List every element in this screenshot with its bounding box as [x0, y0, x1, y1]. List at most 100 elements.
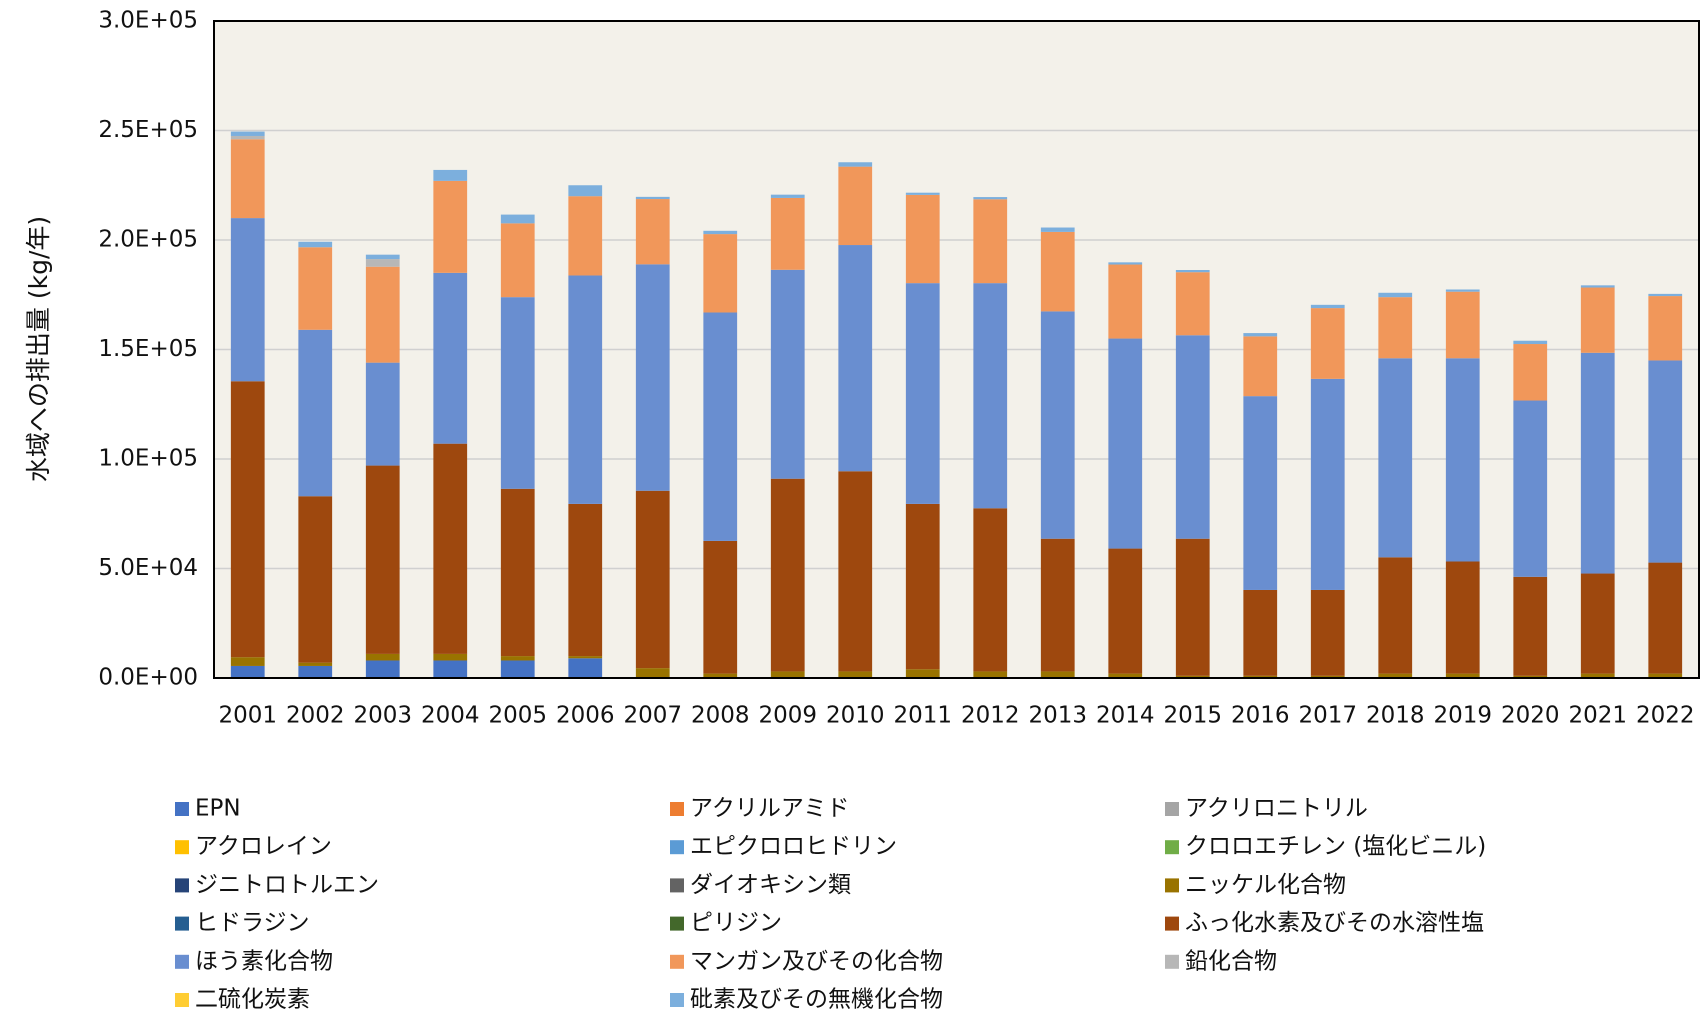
- bar-segment: [1580, 285, 1615, 288]
- bar-segment: [568, 656, 603, 659]
- bar-segment: [1040, 538, 1075, 672]
- bar-segment: [433, 180, 468, 273]
- bar-segment: [905, 283, 940, 504]
- x-tick-label: 2005: [488, 703, 547, 729]
- bar-segment: [635, 490, 670, 669]
- legend-label: ダイオキシン類: [690, 872, 851, 898]
- legend-label: クロロエチレン (塩化ビニル): [1185, 834, 1486, 860]
- bar-segment: [568, 275, 603, 504]
- y-tick-label: 0.0E+00: [98, 665, 198, 691]
- bar-segment: [298, 247, 333, 330]
- legend-swatch: [1165, 802, 1179, 816]
- bar-segment: [635, 196, 670, 200]
- bar-segment: [1310, 675, 1345, 678]
- bar-segment: [1108, 548, 1143, 674]
- bar-segment: [500, 214, 535, 224]
- bar-segment: [905, 503, 940, 670]
- x-tick-label: 2002: [286, 703, 345, 729]
- bar-segment: [568, 658, 603, 678]
- legend-label: ピリジン: [690, 910, 782, 936]
- bar-segment: [230, 218, 265, 382]
- x-tick-label: 2014: [1096, 703, 1155, 729]
- bar-segment: [838, 471, 873, 672]
- y-tick-label: 2.0E+05: [98, 227, 198, 253]
- bar-segment: [838, 671, 873, 678]
- bar-segment: [770, 478, 805, 672]
- bar-segment: [568, 185, 603, 197]
- x-tick-label: 2015: [1163, 703, 1222, 729]
- bar-segment: [1580, 287, 1615, 353]
- bar-segment: [1445, 561, 1480, 674]
- x-tick-label: 2022: [1636, 703, 1695, 729]
- bar-segment: [1648, 293, 1683, 297]
- bar-segment: [838, 166, 873, 246]
- bar-segment: [703, 230, 738, 235]
- bar-segment: [905, 192, 940, 195]
- legend-label: エピクロロヒドリン: [690, 834, 897, 860]
- bar-segment: [1648, 562, 1683, 674]
- bar-segment: [1513, 340, 1548, 345]
- bar-segment: [1378, 358, 1413, 558]
- bar-segment: [1580, 352, 1615, 574]
- legend-swatch: [175, 840, 189, 855]
- bar-segment: [703, 540, 738, 674]
- bar-segment: [1513, 344, 1548, 401]
- legend-label: ジニトロトルエン: [195, 872, 379, 898]
- bar-segment: [1310, 378, 1345, 590]
- legend-swatch: [670, 878, 684, 893]
- bar-segment: [1108, 264, 1143, 339]
- bar-segment: [973, 197, 1008, 200]
- bar-segment: [1445, 358, 1480, 562]
- bar-segment: [433, 272, 468, 444]
- legend-swatch: [670, 916, 684, 931]
- legend-swatch: [1165, 954, 1179, 969]
- bar-segment: [298, 662, 333, 666]
- bar-segment: [1513, 675, 1548, 678]
- legend-label: マンガン及びその化合物: [690, 948, 943, 974]
- y-tick-label: 3.0E+05: [98, 8, 198, 34]
- bar-segment: [770, 194, 805, 198]
- bar-segment: [298, 329, 333, 497]
- x-tick-label: 2004: [421, 703, 480, 729]
- bar-segment: [635, 264, 670, 491]
- bar-segment: [500, 656, 535, 661]
- legend-swatch: [175, 802, 189, 816]
- bar-segment: [433, 169, 468, 181]
- x-tick-label: 2016: [1231, 703, 1290, 729]
- bar-segment: [230, 131, 265, 136]
- bar-segment: [1378, 292, 1413, 298]
- bar-segment: [1108, 262, 1143, 265]
- x-tick-label: 2012: [961, 703, 1020, 729]
- legend-label: 二硫化炭素: [195, 987, 310, 1013]
- legend-swatch: [1165, 916, 1179, 931]
- legend-label: アクリロニトリル: [1185, 796, 1368, 822]
- x-tick-label: 2001: [218, 703, 277, 729]
- bar-segment: [298, 665, 333, 678]
- x-tick-label: 2007: [623, 703, 682, 729]
- x-tick-label: 2021: [1568, 703, 1627, 729]
- legend-label: アクリルアミド: [690, 796, 849, 822]
- legend-swatch: [1165, 840, 1179, 855]
- bar-segment: [1648, 360, 1683, 563]
- bar-segment: [703, 234, 738, 313]
- bar-segment: [703, 673, 738, 678]
- y-tick-label: 1.5E+05: [98, 336, 198, 362]
- bar-segment: [1040, 311, 1075, 539]
- bar-segment: [1243, 333, 1278, 337]
- bar-segment: [1310, 304, 1345, 309]
- bar-segment: [770, 671, 805, 678]
- bar-segment: [1445, 673, 1480, 678]
- bar-segment: [973, 199, 1008, 284]
- x-tick-label: 2008: [691, 703, 750, 729]
- x-tick-label: 2003: [353, 703, 412, 729]
- y-axis-label: 水域への排出量 (kg/年): [24, 216, 53, 482]
- bar-segment: [1040, 227, 1075, 232]
- bar-segment: [1243, 336, 1278, 397]
- bar-segment: [1108, 673, 1143, 678]
- bar-segment: [1175, 272, 1210, 336]
- bar-segment: [770, 197, 805, 270]
- bar-segment: [433, 660, 468, 678]
- legend-swatch: [670, 840, 684, 855]
- bar-segment: [365, 259, 400, 267]
